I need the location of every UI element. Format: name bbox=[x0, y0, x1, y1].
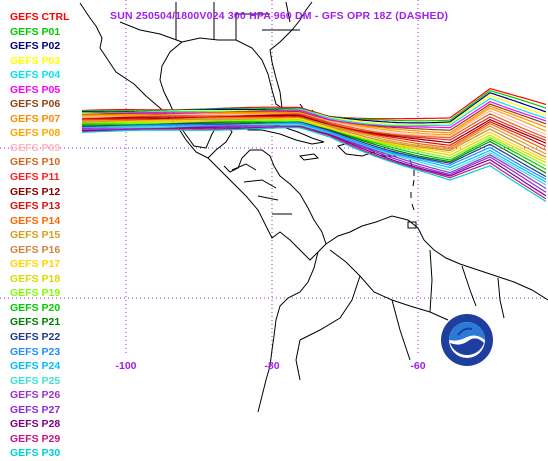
legend-item: GEFS P01 bbox=[10, 25, 61, 38]
lesser-antilles bbox=[409, 159, 415, 211]
legend-item: GEFS P13 bbox=[10, 200, 61, 213]
map-canvas bbox=[0, 0, 548, 412]
map-title: SUN 250504/1800V024 300 HPA 960 DM - GFS… bbox=[110, 10, 449, 22]
us-mexico-border bbox=[119, 21, 183, 43]
legend-item: GEFS P25 bbox=[10, 374, 61, 387]
ensemble-contour bbox=[81, 97, 547, 127]
ensemble-contour bbox=[81, 114, 547, 144]
ensemble-contour bbox=[81, 117, 547, 161]
ensemble-legend: GEFS CTRL GEFS P01 GEFS P02 GEFS P03 GEFS P0… bbox=[10, 10, 70, 461]
south-america-borders bbox=[295, 249, 505, 381]
legend-item: GEFS P24 bbox=[10, 360, 61, 373]
legend-item: GEFS P15 bbox=[10, 229, 61, 242]
legend-item: GEFS P10 bbox=[10, 156, 61, 169]
ensemble-contour bbox=[81, 122, 547, 180]
south-america-coast bbox=[325, 215, 548, 301]
north-america-coast bbox=[79, 1, 313, 159]
ensemble-contour bbox=[81, 87, 547, 120]
legend-item: GEFS P20 bbox=[10, 301, 61, 314]
legend-item: GEFS P02 bbox=[10, 40, 61, 53]
legend-item: GEFS P30 bbox=[10, 447, 61, 460]
legend-item: GEFS P17 bbox=[10, 258, 61, 271]
longitude-label: -100 bbox=[115, 360, 137, 372]
legend-item: GEFS P27 bbox=[10, 403, 61, 416]
ensemble-contour bbox=[81, 123, 547, 183]
ensemble-contour bbox=[81, 125, 547, 190]
ensemble-contour bbox=[81, 103, 547, 131]
legend-item: GEFS P23 bbox=[10, 345, 61, 358]
legend-item: GEFS P09 bbox=[10, 141, 61, 154]
lat-lon-grid bbox=[0, 0, 548, 354]
legend-item: GEFS P04 bbox=[10, 69, 61, 82]
legend-item: GEFS P19 bbox=[10, 287, 61, 300]
jamaica bbox=[298, 153, 320, 161]
ensemble-contour bbox=[81, 127, 547, 203]
legend-item: GEFS P07 bbox=[10, 112, 61, 125]
legend-item: GEFS P03 bbox=[10, 54, 61, 67]
legend-item: GEFS P29 bbox=[10, 432, 61, 445]
longitude-label: -60 bbox=[410, 360, 426, 372]
legend-item: GEFS P28 bbox=[10, 418, 61, 431]
central-america-borders bbox=[231, 163, 292, 215]
legend-item: GEFS P06 bbox=[10, 98, 61, 111]
ensemble-contour bbox=[81, 118, 547, 164]
longitude-label: -80 bbox=[264, 360, 280, 372]
legend-item: GEFS P08 bbox=[10, 127, 61, 140]
legend-item: GEFS P26 bbox=[10, 389, 61, 402]
ensemble-contour bbox=[82, 126, 547, 200]
ensemble-contour bbox=[81, 113, 547, 141]
ensemble-contours bbox=[81, 87, 547, 203]
legend-item: GEFS P16 bbox=[10, 243, 61, 256]
legend-item: GEFS P21 bbox=[10, 316, 61, 329]
ensemble-contour bbox=[81, 124, 547, 186]
ensemble-contour bbox=[82, 113, 547, 139]
legend-item: GEFS CTRL bbox=[10, 11, 70, 23]
legend-item: GEFS P14 bbox=[10, 214, 61, 227]
central-america-coast bbox=[207, 149, 327, 261]
legend-item: GEFS P18 bbox=[10, 272, 61, 285]
trinidad bbox=[407, 221, 417, 229]
legend-item: GEFS P22 bbox=[10, 331, 61, 344]
noaa-logo bbox=[441, 314, 493, 366]
state-lines bbox=[175, 1, 300, 40]
legend-item: GEFS P05 bbox=[10, 83, 61, 96]
south-america-west-coast bbox=[257, 251, 319, 412]
legend-item: GEFS P11 bbox=[10, 171, 60, 184]
ensemble-contour bbox=[81, 100, 547, 129]
legend-item: GEFS P12 bbox=[10, 185, 61, 198]
